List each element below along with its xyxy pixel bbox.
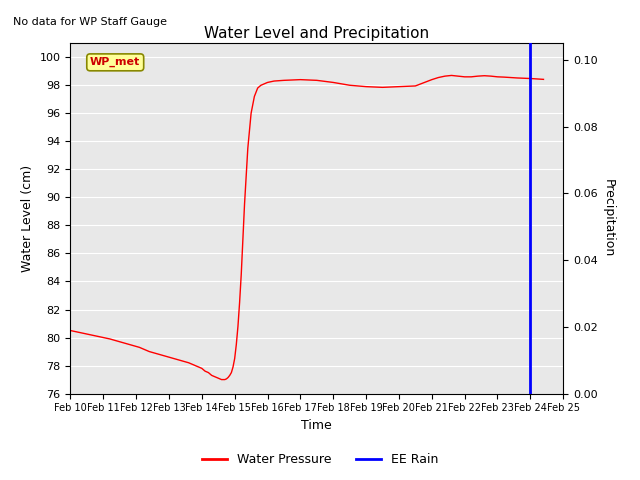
Y-axis label: Precipitation: Precipitation [602, 179, 614, 258]
Legend: Water Pressure, EE Rain: Water Pressure, EE Rain [196, 448, 444, 471]
X-axis label: Time: Time [301, 419, 332, 432]
Title: Water Level and Precipitation: Water Level and Precipitation [204, 25, 429, 41]
Text: WP_met: WP_met [90, 57, 140, 68]
Text: No data for WP Staff Gauge: No data for WP Staff Gauge [13, 17, 167, 27]
Y-axis label: Water Level (cm): Water Level (cm) [21, 165, 34, 272]
